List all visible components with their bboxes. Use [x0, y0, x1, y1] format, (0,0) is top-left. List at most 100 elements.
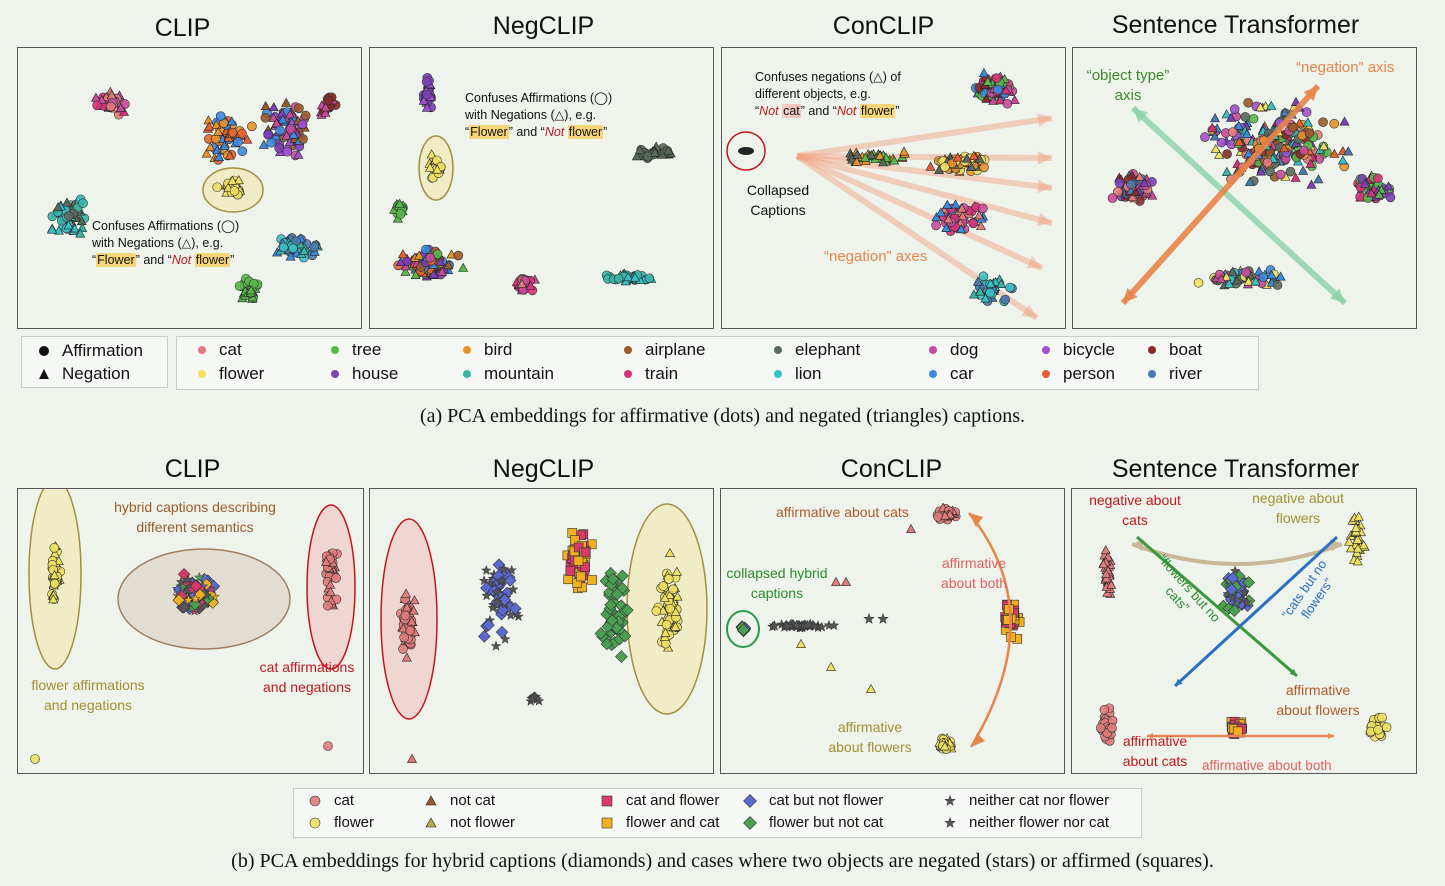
point	[106, 89, 117, 99]
point	[1343, 146, 1354, 156]
point	[507, 583, 519, 595]
point	[939, 741, 950, 751]
point	[1290, 172, 1301, 182]
point	[478, 575, 490, 586]
arrow-line	[795, 153, 1044, 271]
point	[274, 143, 284, 153]
point	[1279, 143, 1290, 153]
point	[1353, 511, 1364, 521]
arrow-line	[796, 153, 1053, 191]
point	[443, 260, 454, 270]
point	[944, 816, 956, 828]
point	[47, 224, 58, 234]
collapsed-points	[738, 147, 754, 155]
annotation-st-aff-flowers: affirmative about flowers	[1276, 682, 1360, 718]
point	[623, 271, 634, 281]
title-b-conclip: ConCLIP	[840, 455, 943, 483]
point	[576, 571, 586, 582]
point	[421, 102, 432, 112]
point	[940, 162, 950, 172]
point	[401, 602, 412, 612]
panel-b-conclip	[720, 488, 1065, 774]
annotation-aff-cats: affirmative about cats	[776, 504, 909, 520]
point	[988, 95, 999, 105]
point	[177, 581, 189, 592]
point	[496, 603, 509, 617]
point	[576, 530, 586, 541]
point	[651, 606, 662, 616]
point	[769, 620, 781, 631]
point	[525, 280, 536, 290]
annotation-clip-confuses: Confuses Affirmations (◯) with Negations…	[92, 219, 240, 267]
point	[634, 144, 645, 154]
point	[323, 95, 334, 106]
point	[214, 151, 225, 162]
title-a-st: Sentence Transformer	[1111, 11, 1360, 39]
point	[1288, 122, 1298, 133]
point	[1210, 144, 1221, 154]
point	[201, 148, 212, 158]
point	[115, 102, 126, 113]
point	[405, 625, 415, 636]
point	[229, 186, 240, 196]
point	[260, 112, 271, 123]
point	[282, 146, 293, 157]
point	[660, 627, 671, 637]
point	[980, 293, 991, 303]
point	[610, 587, 624, 601]
scatter-a-st	[1107, 83, 1396, 306]
point	[1329, 118, 1340, 129]
point	[480, 564, 492, 576]
point	[941, 222, 952, 232]
point	[1258, 272, 1269, 283]
point	[297, 119, 308, 130]
panel-a-clip	[17, 47, 362, 329]
point	[248, 278, 259, 289]
point	[613, 273, 624, 284]
point	[422, 89, 432, 100]
point	[1373, 724, 1383, 735]
point	[288, 129, 299, 139]
arrow-head	[1037, 151, 1052, 165]
point	[1279, 107, 1290, 117]
scatter-b-negclip	[380, 503, 708, 763]
point	[193, 571, 205, 583]
point	[1373, 173, 1383, 184]
point	[215, 111, 226, 121]
arrow-head	[1303, 86, 1318, 101]
point	[737, 623, 750, 637]
point	[1243, 276, 1254, 286]
point	[219, 140, 230, 150]
arrow-head	[1133, 108, 1148, 123]
legend-item-tree: tree	[330, 340, 381, 360]
point	[277, 114, 288, 124]
point	[943, 214, 954, 224]
point	[1266, 100, 1277, 110]
point	[573, 542, 584, 553]
point	[395, 209, 406, 219]
point	[1095, 723, 1106, 733]
point	[1377, 712, 1387, 723]
point	[933, 512, 944, 522]
point	[860, 152, 871, 162]
point	[931, 212, 942, 222]
point	[49, 570, 60, 580]
point	[972, 276, 983, 286]
legend-item-river: river	[1147, 364, 1202, 384]
point	[190, 593, 201, 604]
point	[1099, 704, 1110, 715]
point	[400, 266, 411, 276]
point	[852, 149, 863, 159]
point	[1298, 165, 1309, 175]
point	[1193, 277, 1204, 288]
point	[281, 130, 292, 140]
point	[49, 578, 60, 589]
point	[573, 555, 584, 566]
point	[644, 273, 655, 284]
title-b-clip: CLIP	[164, 455, 221, 483]
point	[409, 595, 420, 605]
point	[227, 175, 238, 185]
point	[227, 127, 238, 138]
point	[242, 134, 253, 144]
point	[1275, 169, 1286, 180]
